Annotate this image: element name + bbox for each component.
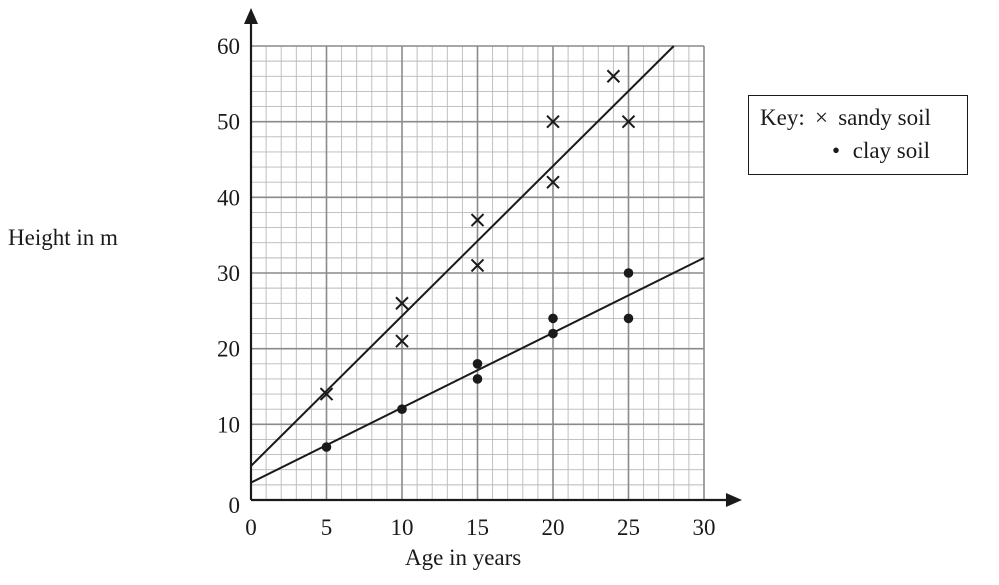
y-axis-label: Height in m bbox=[8, 225, 118, 250]
x-axis-arrow-icon bbox=[726, 493, 742, 507]
x-tick-label: 15 bbox=[466, 515, 489, 540]
y-tick-label: 50 bbox=[217, 110, 240, 135]
legend-label-clay: clay soil bbox=[852, 138, 931, 163]
clay-soil-point bbox=[623, 313, 634, 324]
legend-row-sandy: Key: × sandy soil bbox=[760, 105, 931, 131]
y-tick-label: 10 bbox=[217, 412, 240, 437]
y-tick-label: 30 bbox=[217, 261, 240, 286]
legend-prefix: Key: bbox=[760, 105, 805, 130]
cross-stroke bbox=[621, 114, 636, 129]
sandy-soil-point bbox=[606, 69, 621, 83]
x-tick-label: 5 bbox=[321, 515, 333, 540]
cross-stroke bbox=[606, 69, 621, 83]
legend-box: Key: × sandy soil • clay soil bbox=[748, 95, 968, 175]
y-tick-label: 20 bbox=[217, 337, 240, 362]
sandy-soil-point bbox=[546, 114, 560, 129]
cross-stroke bbox=[395, 296, 409, 310]
x-tick-label: 30 bbox=[693, 515, 716, 540]
clay-soil-point bbox=[472, 374, 483, 384]
y-tick-label: 40 bbox=[217, 185, 240, 210]
clay-soil-point bbox=[321, 442, 332, 452]
x-tick-label: 0 bbox=[245, 515, 257, 540]
sandy-soil-point bbox=[395, 296, 409, 310]
sandy-soil-point bbox=[470, 213, 485, 227]
major-gridlines bbox=[250, 45, 705, 501]
clay-soil-point bbox=[397, 404, 407, 415]
cross-marker-icon: × bbox=[814, 105, 828, 130]
cross-stroke bbox=[319, 387, 334, 401]
x-tick-label: 10 bbox=[391, 515, 414, 540]
clay-soil-point bbox=[548, 313, 558, 324]
sandy-soil-point bbox=[395, 334, 409, 348]
cross-stroke bbox=[546, 175, 560, 189]
y-axis-arrow-icon bbox=[244, 8, 258, 24]
legend-row-clay: • clay soil bbox=[825, 138, 930, 164]
fit-line-sandy bbox=[250, 45, 675, 467]
y-tick-label: 60 bbox=[217, 34, 240, 59]
axes bbox=[244, 8, 742, 507]
data-points bbox=[319, 69, 636, 452]
x-axis-label: Age in years bbox=[405, 545, 522, 570]
cross-stroke bbox=[470, 213, 485, 227]
x-tick-label: 25 bbox=[617, 515, 640, 540]
tick-labels: 0 5 10 15 20 25 30 0 10 20 30 40 50 60 bbox=[217, 34, 716, 540]
x-tick-label: 20 bbox=[542, 515, 565, 540]
clay-soil-point bbox=[472, 359, 483, 369]
sandy-soil-point bbox=[546, 175, 560, 189]
cross-stroke bbox=[395, 334, 409, 348]
sandy-soil-point bbox=[621, 114, 636, 129]
dot-marker-icon: • bbox=[831, 138, 841, 163]
cross-stroke bbox=[470, 258, 485, 273]
sandy-soil-point bbox=[319, 387, 334, 401]
clay-soil-point bbox=[548, 328, 558, 339]
cross-stroke bbox=[546, 114, 560, 129]
legend-label-sandy: sandy soil bbox=[838, 105, 931, 130]
sandy-soil-point bbox=[470, 258, 485, 273]
clay-soil-point bbox=[623, 268, 634, 278]
y-tick-label: 0 bbox=[229, 493, 241, 518]
